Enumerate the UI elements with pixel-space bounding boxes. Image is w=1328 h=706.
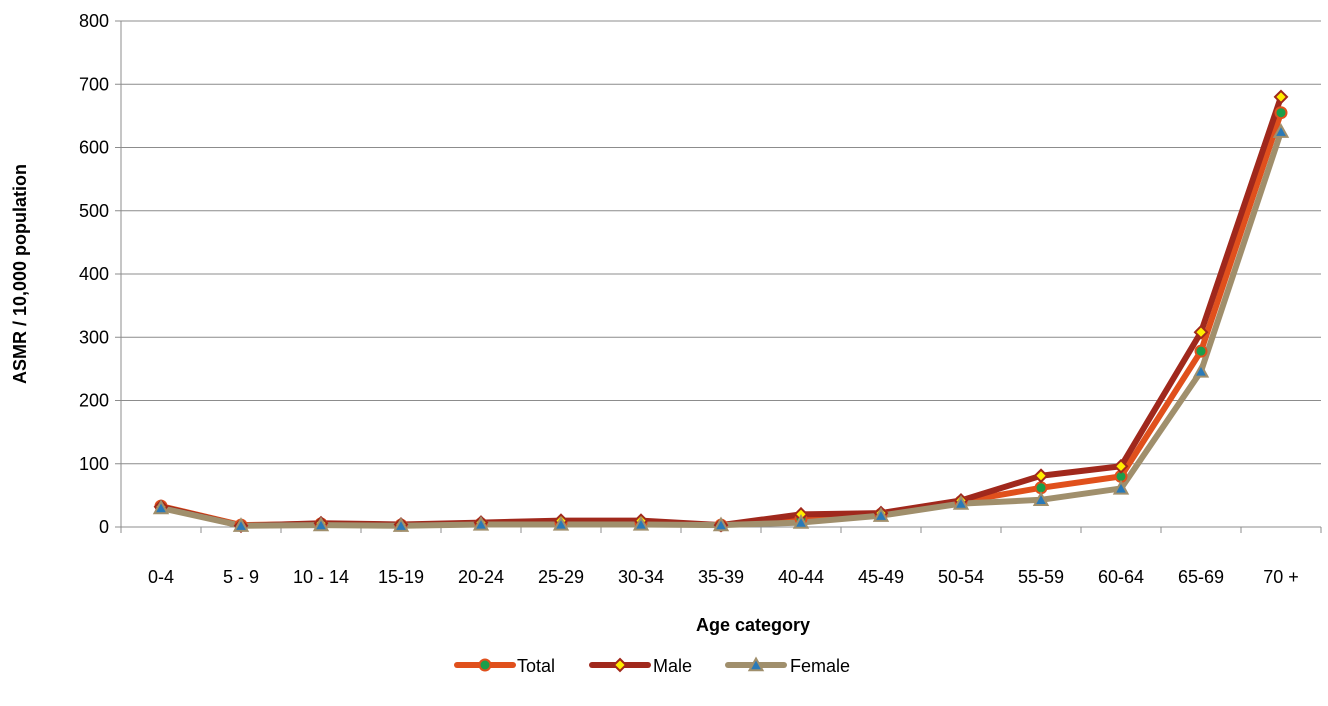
y-tick-label: 600 [79, 138, 109, 158]
legend-label: Female [790, 656, 850, 676]
x-tick-label: 55-59 [1018, 567, 1064, 587]
x-tick-label: 30-34 [618, 567, 664, 587]
x-tick-label: 20-24 [458, 567, 504, 587]
data-point-female [1272, 123, 1290, 138]
data-point-female [552, 515, 570, 531]
data-point-male [1193, 324, 1209, 340]
x-tick-label: 10 - 14 [293, 567, 349, 587]
x-tick-label: 35-39 [698, 567, 744, 587]
gridlines [121, 20, 1321, 465]
legend-swatch-marker [612, 657, 628, 673]
data-point-female [1192, 362, 1210, 378]
legend-label: Total [517, 656, 555, 676]
x-tick-label: 65-69 [1178, 567, 1224, 587]
data-point-total [1274, 106, 1288, 120]
data-point-female [392, 517, 410, 532]
data-point-female [952, 495, 970, 510]
data-point-female [872, 507, 890, 522]
data-point-female [1112, 479, 1130, 495]
data-point-female [792, 514, 810, 529]
data-point-total [1194, 344, 1208, 358]
x-tick-label: 50-54 [938, 567, 984, 587]
y-tick-label: 400 [79, 264, 109, 284]
y-tick-labels: 0 100 200 300 400 500 600 700 800 [79, 11, 109, 537]
y-tick-label: 100 [79, 454, 109, 474]
y-tick-label: 500 [79, 201, 109, 221]
y-tick-label: 700 [79, 74, 109, 94]
data-point-female [1032, 491, 1050, 507]
x-tick-label: 0-4 [148, 567, 174, 587]
y-axis-title: ASMR / 10,000 population [10, 164, 30, 384]
x-tick-label: 45-49 [858, 567, 904, 587]
data-point-male [1273, 89, 1289, 105]
x-tick-label: 5 - 9 [223, 567, 259, 587]
legend-item-male: Male [589, 656, 692, 676]
series-line-male [158, 93, 1284, 529]
legend: Total Male Female [454, 656, 850, 676]
y-tick-label: 0 [99, 517, 109, 537]
series-lines [158, 93, 1284, 529]
data-point-female [712, 516, 730, 532]
data-point-female [232, 517, 250, 532]
x-tick-label: 60-64 [1098, 567, 1144, 587]
legend-swatch-marker [478, 658, 492, 672]
legend-swatch-marker [747, 656, 765, 672]
legend-item-female: Female [725, 656, 850, 676]
y-tick-label: 300 [79, 327, 109, 347]
data-point-male [1033, 468, 1049, 484]
x-tick-label: 70 + [1263, 567, 1299, 587]
y-tick-label: 200 [79, 391, 109, 411]
data-point-female [472, 515, 490, 531]
x-tick-label: 25-29 [538, 567, 584, 587]
x-axis-title: Age category [696, 615, 810, 635]
data-point-female [152, 499, 170, 515]
legend-label: Male [653, 656, 692, 676]
series-markers [152, 89, 1290, 534]
x-tick-label: 15-19 [378, 567, 424, 587]
data-point-male [1113, 458, 1129, 474]
series-line-total [158, 109, 1284, 529]
x-tick-labels: 0-4 5 - 9 10 - 14 15-19 20-24 25-29 30-34 35-39… [148, 567, 1299, 587]
legend-item-total: Total [454, 656, 555, 676]
y-tick-label: 800 [79, 11, 109, 31]
x-tick-label: 40-44 [778, 567, 824, 587]
data-point-female [632, 515, 650, 531]
data-point-female [312, 516, 330, 532]
